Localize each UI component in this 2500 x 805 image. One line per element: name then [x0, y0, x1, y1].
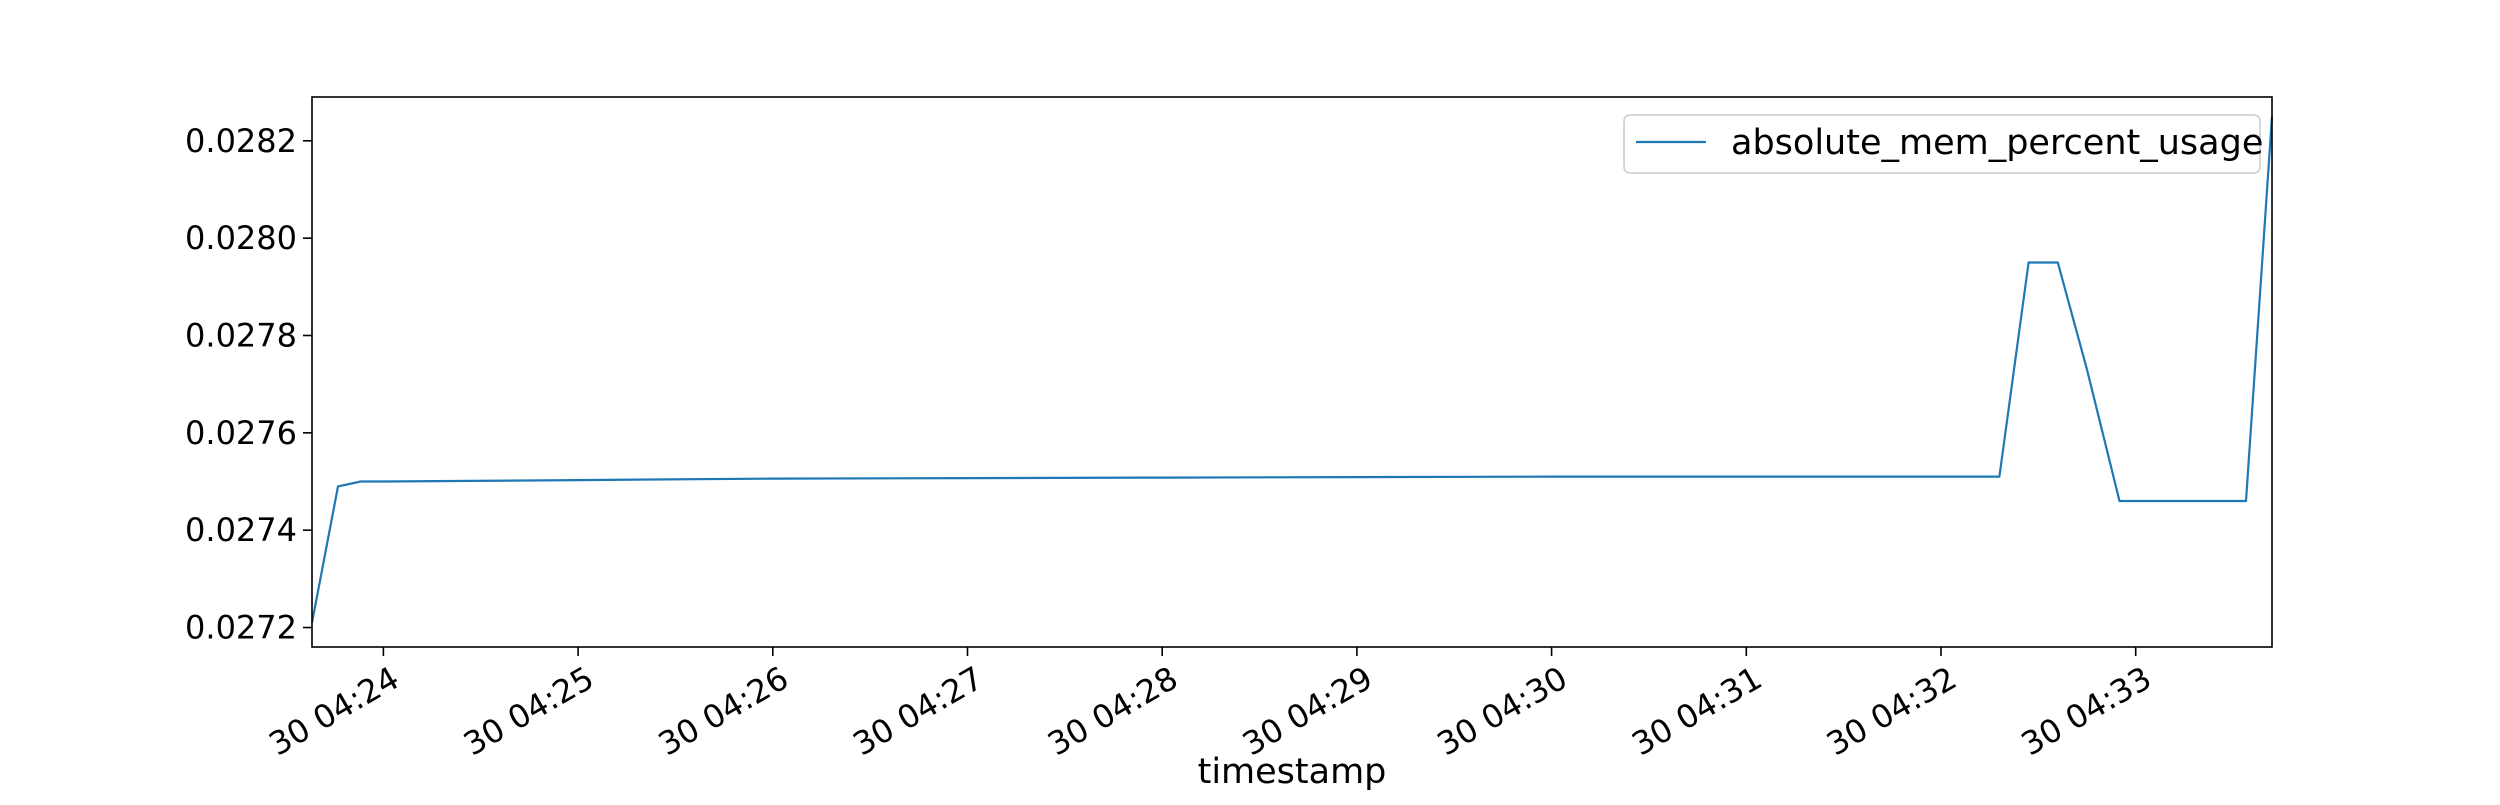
series-line	[310, 116, 2274, 623]
y-tick-label: 0.0274	[185, 511, 297, 549]
x-tick-label: 30 04:32	[1820, 659, 1963, 763]
x-tick-label: 30 04:26	[652, 659, 795, 763]
x-tick-label: 30 04:25	[457, 659, 600, 763]
y-tick-label: 0.0282	[185, 122, 297, 160]
y-tick-label: 0.0272	[185, 609, 297, 647]
y-tick-label: 0.0276	[185, 414, 297, 452]
x-tick-label: 30 04:33	[2015, 659, 2158, 763]
x-tick-label: 30 04:30	[1431, 659, 1574, 763]
plot-area	[312, 97, 2272, 647]
x-tick-label: 30 04:29	[1236, 659, 1379, 763]
legend-box	[1623, 114, 2261, 174]
series-layer	[310, 116, 2274, 623]
x-tick-label: 30 04:31	[1625, 659, 1768, 763]
x-axis-label: timestamp	[1198, 752, 1387, 792]
legend: absolute_mem_percent_usage	[1623, 114, 2263, 174]
x-tick-label: 30 04:28	[1041, 659, 1184, 763]
x-tick-label: 30 04:24	[262, 659, 405, 763]
legend-label: absolute_mem_percent_usage	[1731, 123, 2263, 163]
x-tick-label: 30 04:27	[847, 659, 990, 763]
y-tick-label: 0.0280	[185, 219, 297, 257]
y-tick-label: 0.0278	[185, 316, 297, 354]
x-axis: 30 04:24 30 04:25 30 04:26 30 04:27 30 04:28…	[262, 647, 2158, 763]
plot-frame	[311, 96, 2273, 648]
y-axis: 0.0272 0.0274 0.0276 0.0278 0.0280 0.0282	[185, 122, 312, 647]
